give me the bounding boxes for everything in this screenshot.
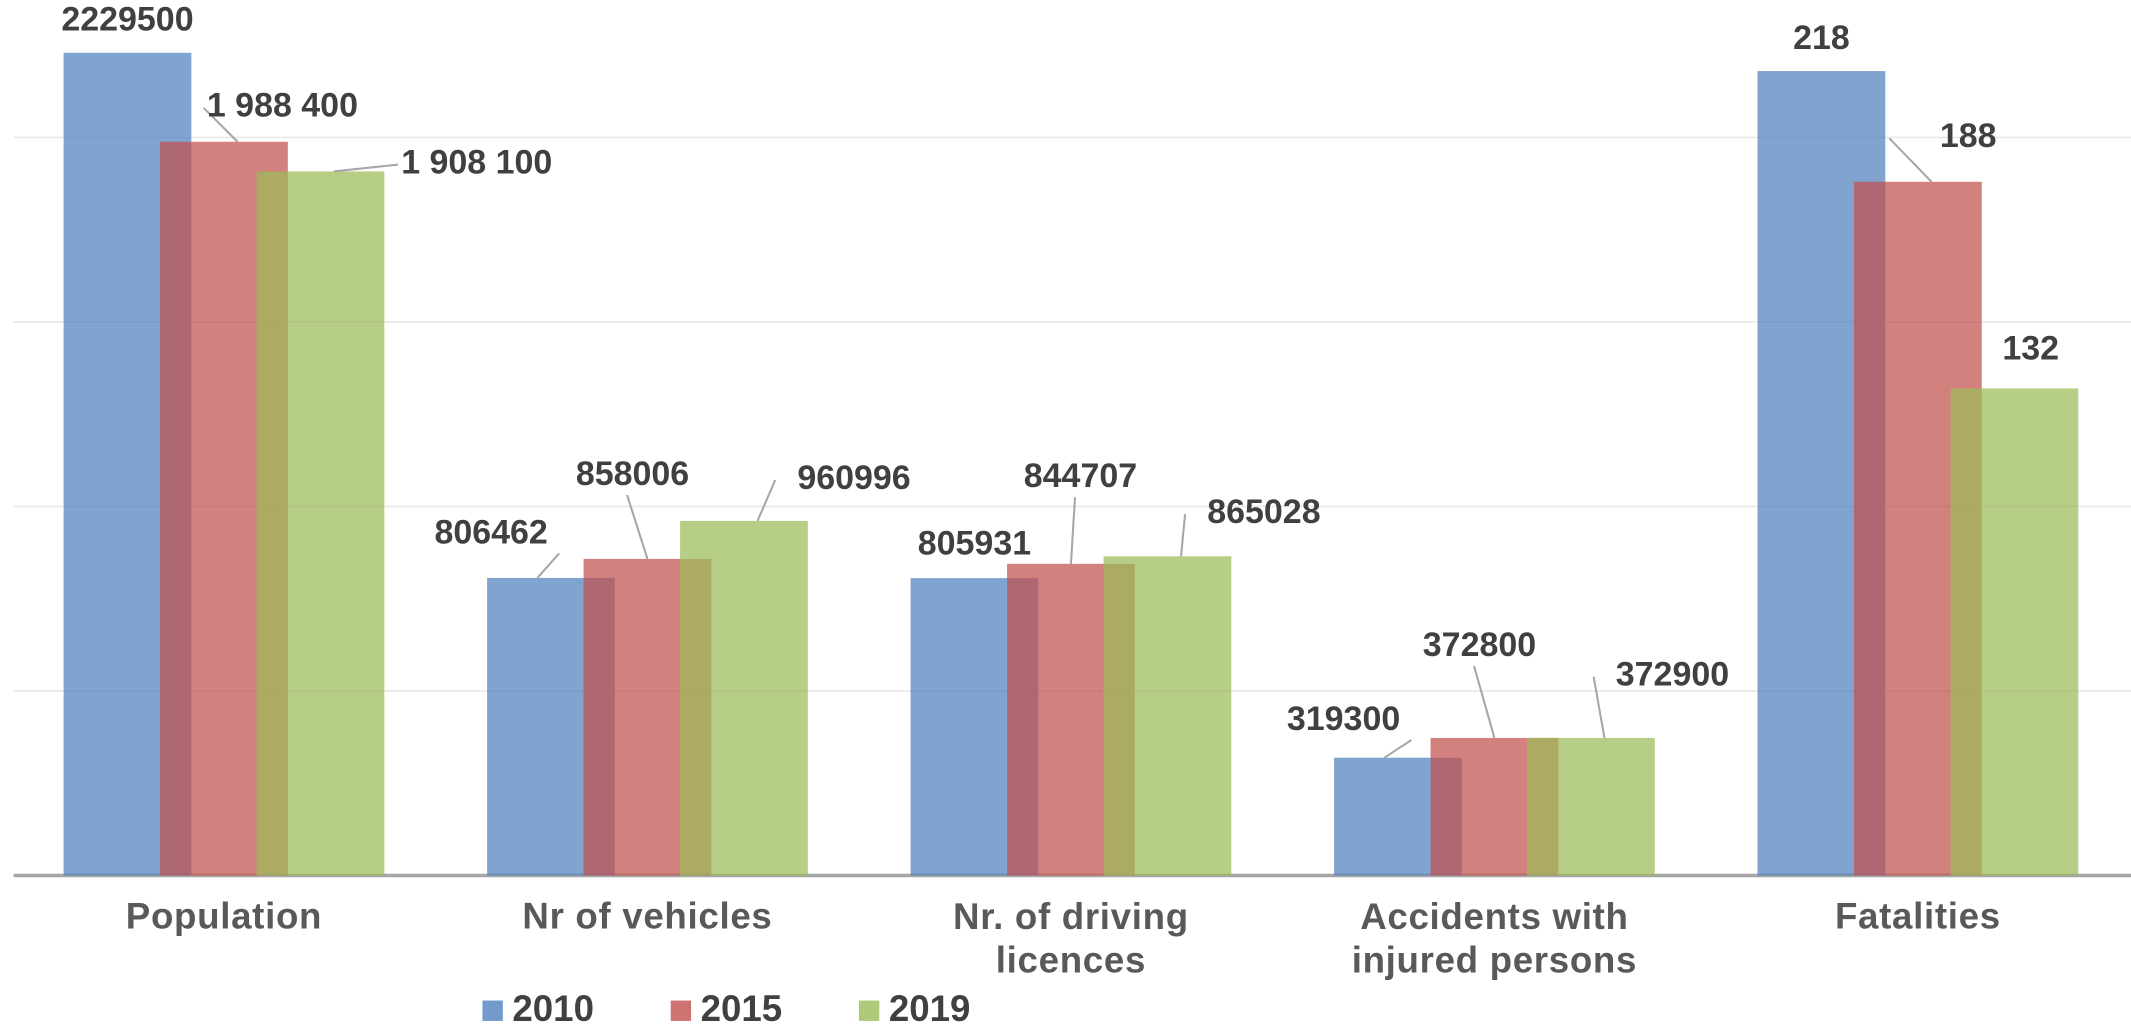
legend-swatch (858, 1000, 880, 1021)
bar (1103, 556, 1232, 876)
leader-line (756, 479, 777, 522)
bar (1950, 388, 2079, 876)
data-label: 2229500 (61, 1, 193, 39)
bar (680, 520, 808, 876)
data-label: 858006 (576, 455, 689, 493)
leader-line (1473, 665, 1496, 739)
data-label: 960996 (797, 459, 910, 497)
legend-label: 2019 (889, 988, 971, 1028)
data-label: 806462 (434, 513, 547, 551)
x-tick-label: Nr. of driving licences (953, 896, 1189, 980)
data-label: 319300 (1287, 700, 1400, 738)
leader-line (333, 163, 399, 173)
data-label: 218 (1793, 19, 1850, 57)
data-label: 188 (1940, 117, 1997, 155)
x-tick-label: Fatalities (1835, 896, 2001, 937)
leader-line (1180, 514, 1187, 557)
x-tick-label: Accidents with injured persons (1352, 896, 1637, 980)
legend-label: 2015 (701, 988, 783, 1028)
data-label: 132 (2002, 329, 2059, 367)
legend-swatch (670, 1000, 692, 1021)
data-label: 1 988 400 (207, 87, 358, 125)
leader-line (1383, 739, 1413, 759)
leader-line (536, 552, 560, 579)
leader-line (1888, 137, 1933, 183)
x-tick-label: Nr of vehicles (522, 896, 772, 937)
data-label: 844707 (1024, 457, 1137, 495)
leader-line (1592, 676, 1606, 739)
leader-line (626, 494, 649, 560)
leader-line (202, 107, 239, 143)
x-tick-label: Population (126, 896, 322, 937)
legend-swatch (482, 1000, 503, 1021)
bar (1527, 737, 1655, 876)
legend: 2010 2015 2019 (482, 988, 970, 1028)
legend-label: 2010 (512, 988, 594, 1028)
bar (256, 171, 385, 876)
data-label: 805931 (918, 524, 1031, 562)
data-label: 372800 (1423, 626, 1536, 664)
data-label: 865028 (1207, 493, 1320, 531)
leader-line (1069, 497, 1077, 564)
data-label: 1 908 100 (401, 144, 552, 182)
data-label: 372900 (1616, 656, 1729, 694)
